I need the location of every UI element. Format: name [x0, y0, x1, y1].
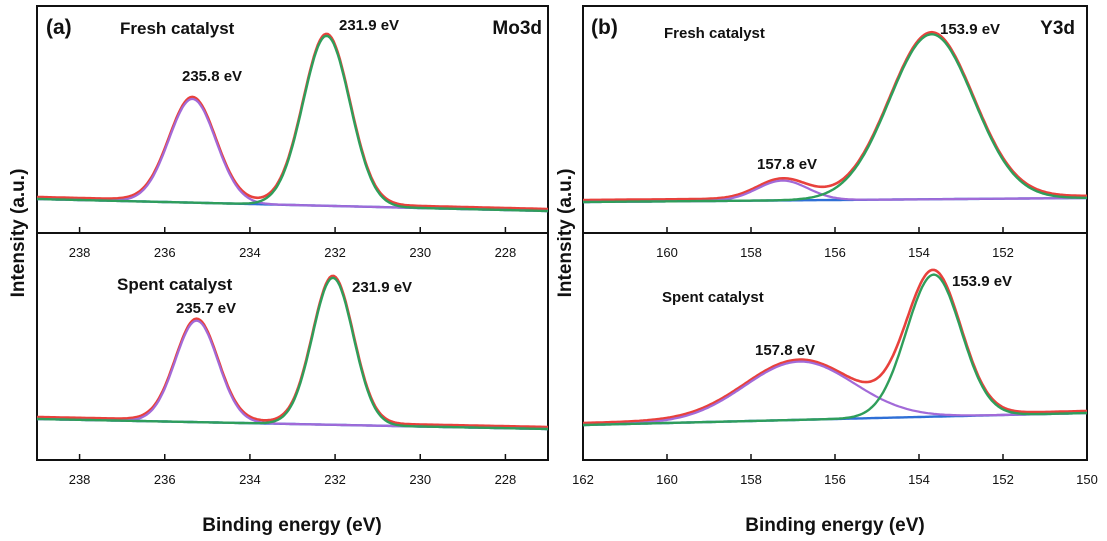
panel-b-top-tick-label-4: 152 [992, 245, 1014, 260]
panel-a-fresh-peak2-label: 231.9 eV [339, 17, 399, 34]
panel-a-bottom-axis-ticks: 238 236 234 232 230 228 [69, 454, 517, 487]
panel-a-bottom-tick-label-4: 230 [409, 472, 431, 487]
panel-b-bottom-tick-label-4: 154 [908, 472, 930, 487]
panel-b-fresh-label: Fresh catalyst [664, 25, 765, 42]
panel-b-bottom-axis-ticks: 162 160 158 156 154 152 150 [572, 454, 1098, 487]
panel-a-fresh-component-high-line [37, 97, 548, 213]
panel-a: 238 236 234 232 230 228 238 236 234 232 230 228 (a… [36, 5, 549, 487]
y-axis-label-right: Intensity (a.u.) [555, 169, 576, 298]
panel-b-spent-curves [582, 268, 1087, 427]
panel-b-top-axis-ticks: 160 158 156 154 152 [656, 227, 1014, 260]
panel-a-spent-peak2-label: 231.9 eV [352, 279, 412, 296]
panel-a-spent-curves [37, 274, 548, 431]
panel-a-fresh-peak1-label: 235.8 eV [182, 68, 242, 85]
panel-b-fresh-peak1-label: 157.8 eV [757, 156, 817, 173]
panel-b-bottom-tick-label-5: 152 [992, 472, 1014, 487]
panel-a-top-axis-ticks: 238 236 234 232 230 228 [69, 227, 517, 260]
panel-a-top-tick-label-3: 232 [324, 245, 346, 260]
panel-b-bottom-tick-label-1: 160 [656, 472, 678, 487]
panel-a-fresh-envelope-line [37, 32, 548, 211]
panel-a-spent-peak1-label: 235.7 eV [176, 300, 236, 317]
panel-a-bottom-tick-label-0: 238 [69, 472, 91, 487]
panel-a-bottom-tick-label-2: 234 [239, 472, 261, 487]
panel-b-fresh-component-low-line [583, 33, 1087, 204]
panel-b-spent-label: Spent catalyst [662, 289, 764, 306]
panel-b-spent-peak2-label: 153.9 eV [952, 273, 1012, 290]
panel-b-top-tick-label-0: 160 [656, 245, 678, 260]
panel-a-fresh-label: Fresh catalyst [120, 19, 235, 38]
panel-b-bottom-tick-label-2: 158 [740, 472, 762, 487]
panel-b-bottom-tick-label-6: 150 [1076, 472, 1098, 487]
panel-a-top-tick-label-1: 236 [154, 245, 176, 260]
panel-a-bottom-tick-label-3: 232 [324, 472, 346, 487]
panel-b-spent-component-low-line [583, 273, 1087, 427]
panel-a-bottom-tick-label-5: 228 [495, 472, 517, 487]
panel-a-spent-component-high-line [37, 319, 548, 431]
panel-a-spent-label: Spent catalyst [117, 275, 233, 294]
panel-b: 160 158 156 154 152 162 160 158 156 154 152 150 (b… [572, 5, 1098, 487]
panel-b-spent-envelope-line [582, 268, 1087, 425]
panel-b-bottom-tick-label-3: 156 [824, 472, 846, 487]
panel-b-element: Y3d [1040, 18, 1075, 39]
panel-a-label: (a) [46, 16, 72, 39]
panel-b-spent-component-high-line [582, 360, 1087, 427]
panel-b-bottom-tick-label-0: 162 [572, 472, 594, 487]
panel-b-fresh-curves [583, 30, 1087, 204]
panel-a-element: Mo3d [492, 18, 542, 39]
x-axis-label-left: Binding energy (eV) [202, 515, 381, 536]
panel-b-spent-peak1-label: 157.8 eV [755, 342, 815, 359]
panel-a-top-tick-label-4: 230 [409, 245, 431, 260]
panel-a-spent-component-low-line [37, 276, 548, 431]
x-axis-label-right: Binding energy (eV) [745, 515, 924, 536]
panel-b-top-tick-label-3: 154 [908, 245, 930, 260]
panel-a-top-tick-label-2: 234 [239, 245, 261, 260]
y-axis-label-left: Intensity (a.u.) [8, 169, 29, 298]
panel-a-top-tick-label-0: 238 [69, 245, 91, 260]
panel-a-top-tick-label-5: 228 [495, 245, 517, 260]
panel-b-label: (b) [591, 16, 618, 39]
panel-a-fresh-curves [37, 32, 548, 213]
panel-b-fresh-envelope-line [583, 30, 1087, 202]
panel-a-fresh-component-low-line [37, 34, 548, 213]
panel-b-top-tick-label-2: 156 [824, 245, 846, 260]
panel-a-bottom-tick-label-1: 236 [154, 472, 176, 487]
panel-b-top-tick-label-1: 158 [740, 245, 762, 260]
panel-b-fresh-peak2-label: 153.9 eV [940, 21, 1000, 38]
